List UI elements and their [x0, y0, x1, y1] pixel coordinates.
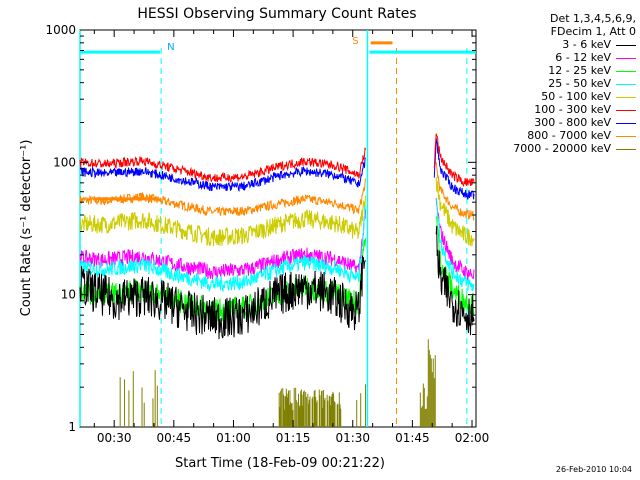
series-line-post-gap [435, 198, 475, 291]
series-layer [79, 133, 475, 427]
plot-frame [79, 29, 477, 428]
legend-entry-label: 7000 - 20000 keV [513, 142, 611, 155]
legend-swatch [616, 96, 636, 98]
legend-entry-label: 3 - 6 keV [562, 38, 611, 51]
x-tick-label: 01:45 [395, 431, 430, 445]
legend-swatch [616, 135, 636, 137]
legend-entry-label: 300 - 800 keV [534, 116, 611, 129]
series-line-post-gap [435, 225, 475, 336]
legend-entry: 3 - 6 keV [476, 38, 636, 51]
series-line [79, 205, 366, 293]
chart-title: HESSI Observing Summary Count Rates [137, 6, 416, 22]
legend-entry: 50 - 100 keV [476, 90, 636, 103]
x-tick-label: 02:00 [455, 431, 490, 445]
legend-entry-label: 100 - 300 keV [534, 103, 611, 116]
series-line-post-gap [433, 137, 475, 200]
legend-entry: 6 - 12 keV [476, 51, 636, 64]
series-line-post-gap [435, 177, 475, 247]
x-tick-label: 01:00 [216, 431, 251, 445]
legend-header-line-2: FDecim 1, Att 0 [550, 25, 636, 38]
legend-entry: 800 - 7000 keV [476, 129, 636, 142]
series-line-post-gap [435, 162, 475, 222]
series-line [79, 209, 366, 280]
series-line-post-gap [435, 197, 475, 280]
y-tick-label: 10 [61, 288, 76, 302]
series-line [79, 255, 366, 340]
legend-entry-label: 800 - 7000 keV [527, 129, 611, 142]
legend-entry-label: 25 - 50 keV [548, 77, 611, 90]
legend-swatch [616, 44, 636, 46]
legend-entry-label: 6 - 12 keV [555, 51, 611, 64]
region-marker-label: N [167, 42, 174, 53]
legend-swatch [616, 57, 636, 59]
legend-header-line-1: Det 1,3,4,5,6,9, [549, 12, 636, 25]
legend-entry: 12 - 25 keV [476, 64, 636, 77]
series-line [79, 195, 366, 247]
y-axis-label: Count Rate (s⁻¹ detector⁻¹) [19, 140, 34, 317]
legend: Det 1,3,4,5,6,9, FDecim 1, Att 0 3 - 6 k… [476, 12, 636, 155]
legend-swatch [616, 70, 636, 72]
series-line [79, 157, 366, 192]
x-tick-label: 00:45 [157, 431, 192, 445]
y-tick-label: 1 [68, 420, 76, 434]
legend-entries: 3 - 6 keV 6 - 12 keV 12 - 25 keV 25 - 50 ke… [476, 38, 636, 155]
region-marker-label: S [352, 36, 358, 47]
legend-entry: 7000 - 20000 keV [476, 142, 636, 155]
ticks-layer: 00:30 00:45 01:00 01:15 01:30 01:45 02:00 1 10 10… [45, 23, 489, 445]
x-tick-label: 01:15 [276, 431, 311, 445]
x-axis-label: Start Time (18-Feb-09 00:21:22) [175, 456, 385, 471]
y-tick-label: 1000 [45, 23, 76, 37]
series-line-post-gap [433, 133, 475, 187]
legend-entry-label: 50 - 100 keV [541, 90, 611, 103]
legend-swatch [616, 109, 636, 111]
legend-entry: 100 - 300 keV [476, 103, 636, 116]
legend-entry-label: 12 - 25 keV [548, 64, 611, 77]
series-line-post-gap [435, 216, 475, 316]
x-tick-label: 00:30 [97, 431, 132, 445]
overlays-layer: NS [79, 30, 476, 427]
legend-swatch [616, 148, 636, 150]
series-line [79, 147, 366, 183]
legend-entry: 300 - 800 keV [476, 116, 636, 129]
legend-entry: 25 - 50 keV [476, 77, 636, 90]
x-tick-label: 01:30 [335, 431, 370, 445]
legend-swatch [616, 83, 636, 85]
timestamp-footer: 26-Feb-2010 10:04 [555, 465, 632, 474]
legend-swatch [616, 122, 636, 124]
y-tick-label: 100 [53, 155, 76, 169]
series-line [79, 178, 366, 217]
